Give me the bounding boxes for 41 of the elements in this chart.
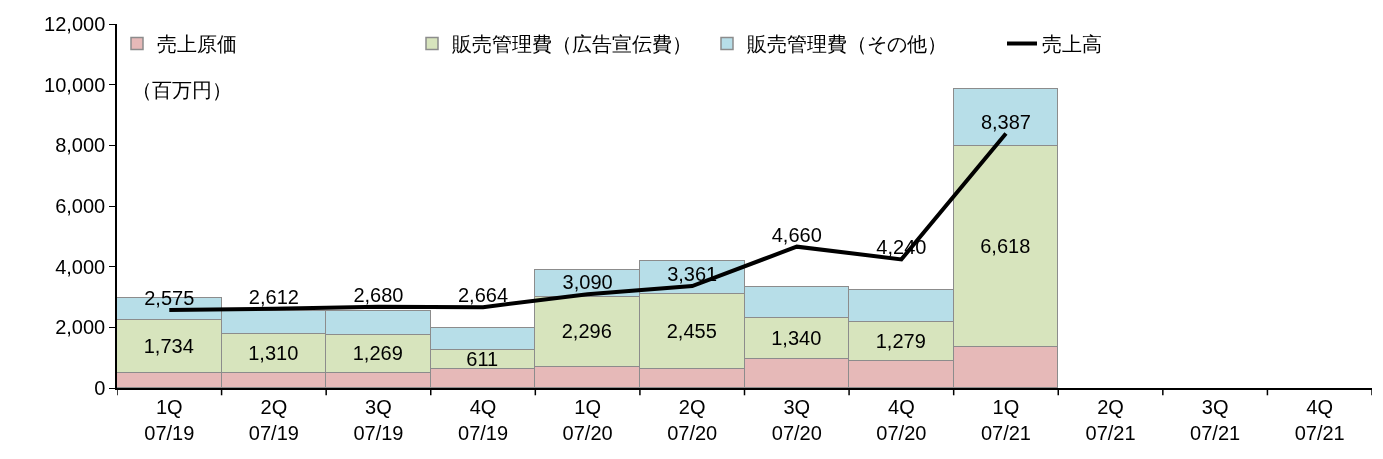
x-tick-label: 4Q 07/21 <box>1294 395 1345 444</box>
x-tick-label: 4Q 07/20 <box>876 395 927 444</box>
x-tick-label: 1Q 07/21 <box>980 395 1031 444</box>
x-tick-label: 2Q 07/20 <box>667 395 718 444</box>
data-label: 6,618 <box>980 234 1031 257</box>
data-label: 2,612 <box>248 285 299 308</box>
x-tick-label: 2Q 07/21 <box>1085 395 1136 444</box>
y-tick-label: 10,000 <box>44 73 106 96</box>
x-tick-label: 1Q 07/19 <box>144 395 195 444</box>
data-label: 2,296 <box>561 320 612 343</box>
data-label: 2,575 <box>144 286 195 309</box>
x-tick-label: 1Q 07/20 <box>562 395 613 444</box>
data-label: 2,680 <box>353 283 404 306</box>
data-label: 2,664 <box>458 284 509 307</box>
x-tick-label: 2Q 07/19 <box>248 395 299 444</box>
y-tick-label: 6,000 <box>55 195 106 217</box>
legend-label: 売上高 <box>1042 33 1102 56</box>
data-label: 4,660 <box>771 223 822 246</box>
data-label: 8,387 <box>980 110 1031 133</box>
legend-label: 売上原価 <box>157 33 237 56</box>
y-tick-label: 0 <box>94 377 106 399</box>
x-tick-label: 3Q 07/19 <box>353 395 404 444</box>
x-tick-label: 4Q 07/19 <box>458 395 509 444</box>
y-tick-label: 12,000 <box>44 13 106 35</box>
x-tick-label: 3Q 07/21 <box>1190 395 1241 444</box>
data-label: 1,734 <box>143 334 194 357</box>
data-label: 3,090 <box>562 271 613 294</box>
data-label: 1,279 <box>875 329 926 352</box>
data-label: 2,455 <box>666 319 717 342</box>
x-tick-label: 3Q 07/20 <box>771 395 822 444</box>
data-label: 1,310 <box>248 341 299 364</box>
data-label: 3,361 <box>667 263 718 286</box>
legend-label: 販売管理費（広告宣伝費） <box>452 33 692 56</box>
y-axis-title: （百万円） <box>132 79 232 101</box>
data-label: 1,269 <box>352 342 403 365</box>
data-label: 1,340 <box>771 326 822 349</box>
y-tick-label: 8,000 <box>55 134 106 157</box>
data-label: 611 <box>466 347 499 370</box>
y-tick-label: 2,000 <box>55 316 106 339</box>
y-tick-label: 4,000 <box>55 255 106 278</box>
legend-label: 販売管理費（その他） <box>747 33 947 56</box>
